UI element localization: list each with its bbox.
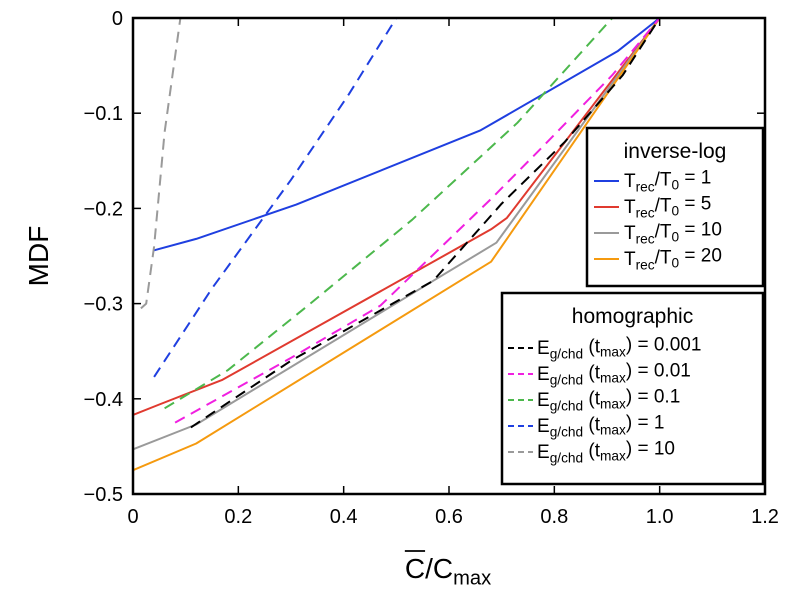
x-axis-label-text: C/Cmax [405,553,491,589]
x-tick-label: 0 [127,506,138,528]
x-tick-label: 0.2 [224,506,252,528]
y-tick-label: −0.1 [84,103,123,125]
y-tick-label: −0.2 [84,198,123,220]
x-label-c-bar: C [405,553,425,584]
series-line-5 [190,18,661,429]
legend-entry-label: Trec/T0 = 1 [624,168,711,195]
legend-entry-label: Trec/T0 = 10 [624,220,722,247]
series-line-6 [174,18,661,424]
legend-title: homographic [572,305,693,328]
series-line-1 [153,18,661,252]
legend-entry-label: Eg/chd (tmax) = 0.01 [537,361,691,388]
series-line-9 [140,18,182,310]
series-line-2 [133,18,661,416]
y-tick-label: −0.3 [84,294,123,316]
y-axis-label: MDF [23,226,54,287]
y-tick-label: 0 [112,8,123,30]
legend-box [500,291,765,486]
y-tick-label: −0.4 [84,389,123,411]
x-axis-label: C/Cmax [404,550,491,589]
legend-entry-label: Eg/chd (tmax) = 10 [537,439,675,466]
series-line-4 [133,18,661,472]
x-tick-label: 0.4 [330,506,358,528]
legend-entry-label: Eg/chd (tmax) = 0.001 [537,335,701,362]
series-line-8 [153,18,398,378]
x-tick-label: 1.0 [646,506,674,528]
legend-entry-label: Eg/chd (tmax) = 0.1 [537,387,680,414]
legend-entry-label: Trec/T0 = 5 [624,194,711,221]
series-line-7 [164,18,614,410]
legend-entry-label: Trec/T0 = 20 [624,246,722,273]
series-layer [133,18,661,472]
axis-ticks: 0 0.2 0.4 0.6 0.8 1.0 1.2 −0.5 −0.4 −0.3 −0.2 −0.1 0 [84,8,779,528]
x-tick-label: 1.2 [751,506,779,528]
legend-entry-label: Eg/chd (tmax) = 1 [537,413,664,440]
series-line-3 [133,18,661,451]
legend-title: inverse-log [624,140,727,163]
x-tick-label: 0.8 [540,506,568,528]
y-tick-label: −0.5 [84,484,123,506]
x-tick-label: 0.6 [435,506,463,528]
